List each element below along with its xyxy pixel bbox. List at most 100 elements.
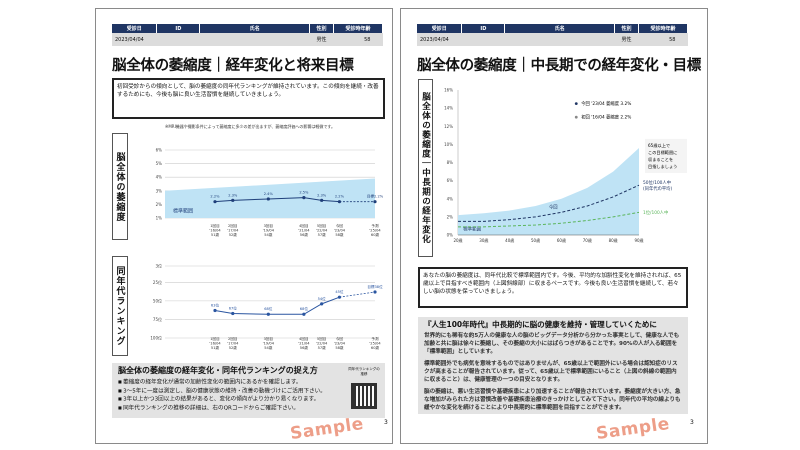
patient-id — [461, 33, 505, 46]
exam-date: 2023/04/04 — [112, 33, 157, 46]
page-title: 脳全体の萎縮度｜経年変化と将来目標 — [112, 58, 354, 74]
x-tick-label: 60歳 — [371, 345, 380, 350]
y-tick-label: 50位 — [153, 297, 162, 303]
col-id: ID — [156, 24, 201, 33]
page-title: 脳全体の萎縮度｜中長期での経年変化・目標 — [417, 58, 701, 74]
x-tick-label: 3回目 — [264, 223, 273, 228]
data-label: 目標38位 — [367, 284, 383, 289]
x-tick-label: '21/04 — [298, 229, 310, 233]
x-tick-label: 1回目 — [210, 336, 219, 341]
col-name: 氏名 — [199, 24, 311, 33]
x-tick-label: 20歳 — [453, 237, 462, 243]
x-tick-label: 4回目 — [299, 223, 308, 228]
x-tick-label: 58歳 — [335, 232, 344, 237]
annotation-box — [645, 138, 687, 173]
x-tick-label: '16/04 — [209, 229, 221, 233]
patient-age: 58 — [638, 33, 688, 46]
x-tick-label: 50歳 — [531, 237, 540, 243]
patient-sex: 男性 — [309, 33, 334, 46]
x-tick-label: 57歳 — [318, 232, 327, 237]
x-tick-label: 51歳 — [211, 232, 220, 237]
summary-box: 初回受診からの傾向として、脳の萎縮度の同年代ランキングが維持されています。この傾… — [112, 78, 385, 119]
y-tick-label: 16% — [444, 88, 453, 93]
col-name: 氏名 — [504, 24, 616, 33]
x-tick-label: '23/04 — [334, 229, 346, 233]
data-point — [320, 302, 324, 306]
data-label: 目標2.2% — [367, 194, 384, 199]
x-tick-label: 予測 — [371, 336, 379, 341]
data-point — [320, 198, 324, 202]
data-point — [213, 308, 217, 313]
x-tick-label: 予測 — [371, 223, 379, 228]
patient-name — [199, 33, 310, 46]
standard-range-band — [458, 148, 639, 235]
guide-bullet: 萎縮度の経年変化が通常の加齢性変化の範囲内にあるかを確認します。 — [118, 378, 343, 387]
y-tick-label: 10% — [444, 142, 453, 147]
x-tick-label: 60歳 — [557, 237, 566, 243]
data-label: 45位 — [335, 289, 344, 294]
exam-date: 2023/04/04 — [417, 33, 462, 46]
data-point — [373, 200, 377, 204]
x-tick-label: 80歳 — [609, 237, 618, 243]
x-tick-label: 今回 — [336, 336, 344, 341]
series-label: 50位/100人中 — [643, 179, 671, 186]
info-paragraph: 世界的にも稀有な約5万人の健康な人の脳のビッグデータ分析から分かった事実として、… — [424, 333, 680, 355]
y-tick-label: 3位 — [155, 263, 162, 269]
patient-header-table: 受診日 ID 氏名 性別 受診時年齢 2023/04/04 男性 58 — [417, 24, 688, 46]
x-tick-label: 52歳 — [229, 232, 238, 237]
data-point — [231, 198, 235, 202]
x-tick-label: 40歳 — [505, 237, 514, 243]
band-label: 標準範囲 — [173, 208, 193, 215]
chart-label: 脳全体の萎縮度｜中長期の経年変化 — [418, 79, 433, 257]
y-tick-label: 1% — [156, 216, 163, 221]
data-label: 68位 — [264, 306, 273, 311]
x-tick-label: 1回目 — [210, 223, 219, 228]
annotation-text: 65歳以上で — [648, 142, 670, 148]
guide-bullet: 3年以上かつ3回以上の結果があると、変化の傾向がより分かり易くなります。 — [118, 395, 343, 404]
x-tick-label: 70歳 — [583, 237, 592, 243]
guide-bullet: 同年代ランキングの推移の詳細は、右のQRコードからご確認下さい。 — [118, 404, 343, 413]
x-tick-label: '17/04 — [227, 229, 239, 233]
info-paragraph: 脳の萎縮は、悪い生活習慣や基礎疾患により加速することが報告されています。萎縮度が… — [424, 389, 681, 411]
x-tick-label: 56歳 — [300, 345, 309, 350]
data-label: 67位 — [229, 306, 238, 311]
legend-marker — [574, 102, 578, 105]
x-tick-label: '19/04 — [263, 229, 275, 233]
data-label: 2.3% — [317, 193, 327, 197]
x-tick-label: 30歳 — [479, 237, 488, 243]
atrophy-history-chart: 1%2%3%4%5%6%標準範囲2.2%1回目'16/0451歳2.3%2回目'… — [156, 148, 384, 238]
col-date: 受診日 — [417, 24, 463, 33]
x-tick-label: 57歳 — [318, 345, 327, 350]
x-tick-label: '21/04 — [298, 342, 310, 346]
page-number: 3 — [690, 419, 694, 426]
data-label: 2.2% — [335, 195, 345, 199]
summary-box: あなたの脳の萎縮度は、同年代比較で標準範囲内です。今後、平均的な加齢性変化を維持… — [418, 267, 688, 308]
data-point — [337, 295, 342, 299]
col-age: 受診時年齢 — [638, 24, 688, 33]
patient-header-table: 受診日 ID 氏名 性別 受診時年齢 2023/04/04 男性 58 — [112, 24, 383, 46]
standard-range-band — [165, 178, 375, 218]
target-line — [339, 291, 376, 298]
y-tick-label: 14% — [444, 106, 453, 111]
qr-label: 同年代ランキングの推移 — [348, 367, 380, 376]
y-tick-label: 6% — [156, 148, 163, 153]
y-tick-label: 8% — [447, 160, 454, 165]
guide-title: 脳全体の萎縮度の経年変化・同年代ランキングの捉え方 — [118, 366, 318, 375]
col-sex: 性別 — [614, 24, 640, 33]
legend-marker — [574, 115, 578, 119]
data-label: 2.4% — [264, 192, 274, 196]
x-tick-label: 60歳 — [371, 232, 380, 237]
x-tick-label: '25/04 — [369, 229, 381, 233]
guide-bullet: 3〜5年に一度は測定し、脳の健康状態の維持・改善の動機づけにご活用下さい。 — [118, 387, 343, 396]
band-label: 標準範囲 — [463, 225, 481, 232]
data-point — [266, 197, 270, 201]
qr-code[interactable] — [351, 383, 377, 409]
legend-label: 今回 '23/04 萎縮度 3.2% — [581, 100, 631, 107]
data-point — [231, 311, 235, 316]
y-tick-label: 0% — [447, 233, 454, 238]
x-tick-label: '22/04 — [316, 342, 328, 346]
page-number: 3 — [384, 419, 388, 426]
data-label: 2.3% — [228, 193, 238, 197]
y-tick-label: 100位 — [150, 335, 162, 341]
